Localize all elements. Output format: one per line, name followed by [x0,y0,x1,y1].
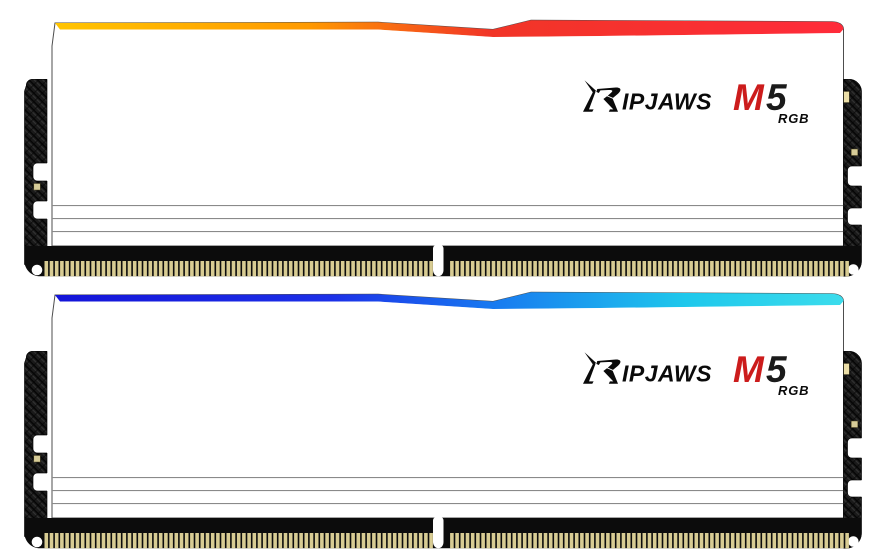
svg-text:IPJAWS: IPJAWS [622,361,712,387]
svg-text:IPJAWS: IPJAWS [622,89,712,115]
svg-text:M: M [733,77,765,118]
svg-text:M: M [733,349,765,390]
svg-text:RGB: RGB [778,383,809,398]
svg-text:RGB: RGB [778,111,809,126]
